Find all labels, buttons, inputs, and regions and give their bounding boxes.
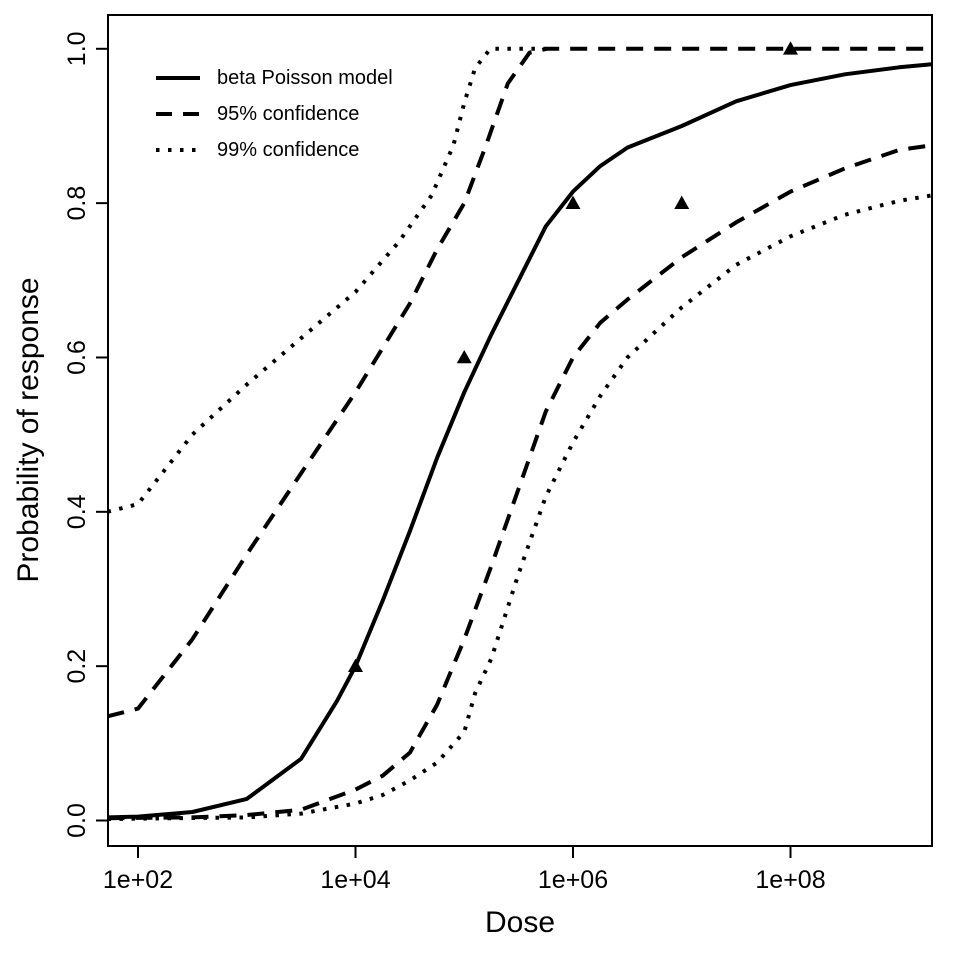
legend-label-beta-poisson: beta Poisson model: [217, 67, 393, 89]
legend-label-95-confidence: 95% confidence: [217, 103, 360, 125]
legend-item-95-confidence: 95% confidence: [155, 96, 393, 132]
data-point-triangle: [565, 195, 581, 209]
solid-line-sample-icon: [156, 76, 200, 80]
y-tick-label: 0.4: [63, 494, 91, 529]
dotted-line-sample-icon: [156, 148, 200, 152]
x-tick-label: 1e+04: [320, 866, 390, 894]
curve-dashed: [107, 46, 932, 719]
curve-dashed: [107, 143, 933, 821]
y-tick-label: 0.6: [63, 340, 91, 375]
y-tick-label: 0.2: [63, 649, 91, 684]
data-point-triangle: [674, 195, 690, 209]
curve-solid: [107, 62, 933, 820]
x-tick-label: 1e+06: [538, 866, 608, 894]
y-tick-label: 0.8: [63, 186, 91, 221]
y-tick-label: 1.0: [63, 31, 91, 66]
dashed-line-sample-icon: [156, 112, 200, 116]
y-axis-title: Probability of response: [12, 277, 45, 583]
data-point-triangle: [456, 349, 472, 364]
plot-frame: [107, 14, 933, 847]
data-point-triangle: [783, 41, 798, 55]
x-tick-label: 1e+02: [103, 866, 173, 894]
x-axis-title: Dose: [484, 906, 556, 939]
x-tick-label: 1e+08: [755, 866, 825, 894]
curve-dotted: [107, 193, 933, 821]
legend-item-beta-poisson: beta Poisson model: [155, 60, 393, 96]
legend-label-99-confidence: 99% confidence: [217, 139, 360, 161]
data-point-triangle: [348, 658, 363, 672]
legend-item-99-confidence: 99% confidence: [155, 132, 393, 168]
legend: beta Poisson model 95% confidence 99% co…: [155, 60, 393, 168]
y-tick-label: 0.0: [63, 803, 91, 838]
